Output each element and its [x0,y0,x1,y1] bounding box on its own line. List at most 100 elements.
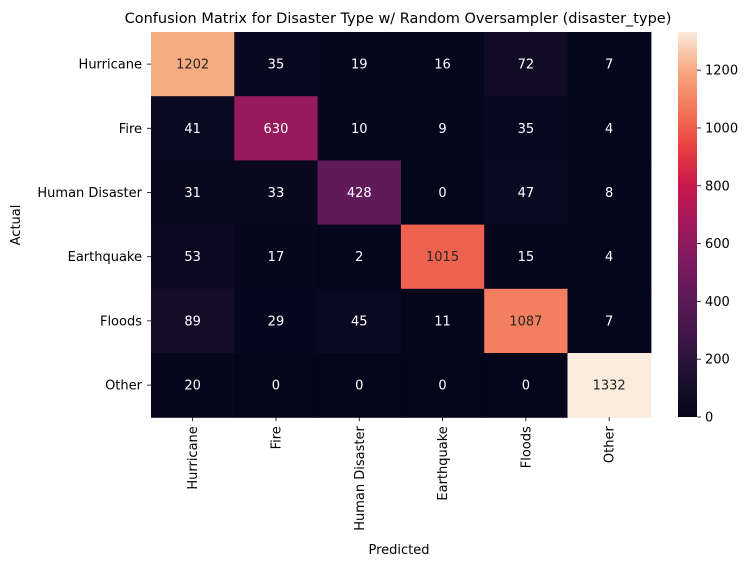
cell-value-label: 4 [605,250,613,265]
heatmap-cell [234,224,319,290]
colorbar-tick-label: 1000 [705,121,738,136]
y-tick-label: Other [105,379,143,394]
cell-value-label: 7 [605,58,613,73]
cell-value-label: 2 [355,250,363,265]
y-tick-label: Floods [100,314,142,329]
cell-value-label: 15 [518,250,535,265]
heatmap-cell [484,288,569,354]
cell-value-label: 1015 [426,250,459,265]
heatmap-cell [567,96,652,161]
heatmap-cell [400,160,485,226]
cell-value-label: 72 [518,58,535,73]
heatmap-cell [567,224,652,290]
cell-value-label: 53 [184,250,201,265]
cell-value-label: 10 [351,122,368,137]
cell-value-label: 0 [438,186,446,201]
y-tick-label: Human Disaster [37,186,142,201]
cell-value-label: 20 [184,379,201,394]
cell-value-label: 428 [347,186,372,201]
x-tick-label: Floods [519,426,534,468]
y-tick-label: Hurricane [79,58,142,73]
heatmap-cell [151,32,235,97]
cell-value-label: 29 [268,314,285,329]
cell-value-label: 8 [605,186,613,201]
cell-value-label: 4 [605,122,613,137]
cell-value-label: 33 [268,186,285,201]
heatmap-cell [234,353,319,418]
cell-value-label: 11 [434,314,451,329]
heatmap-cell [317,160,402,226]
colorbar-tick-label: 1200 [705,64,738,79]
heatmap-cell [317,96,402,161]
heatmap-cell [400,224,485,290]
y-axis-label: Actual [9,205,24,246]
heatmap-cell [234,160,319,226]
heatmap-cell [317,32,402,97]
heatmap-cell [317,224,402,290]
cell-value-label: 47 [518,186,535,201]
cell-value-label: 17 [268,250,285,265]
cell-value-label: 0 [355,379,363,394]
heatmap-cell [234,288,319,354]
heatmap-cell [484,224,569,290]
colorbar [678,32,697,417]
cell-value-label: 35 [268,58,285,73]
cell-value-label: 89 [184,314,201,329]
cell-value-label: 1087 [509,314,542,329]
cell-value-label: 0 [272,379,280,394]
cell-value-label: 630 [264,122,289,137]
cell-value-label: 35 [518,122,535,137]
heatmap-cell [400,96,485,161]
colorbar-tick-label: 800 [705,179,730,194]
heatmap-cell [484,96,569,161]
cell-value-label: 31 [184,186,201,201]
colorbar-tick-label: 400 [705,295,730,310]
cell-value-label: 9 [438,122,446,137]
heatmap-cell [234,96,319,161]
heatmap-cell [151,160,235,226]
heatmap-cell [400,353,485,418]
heatmap-cell [567,32,652,97]
cell-value-label: 0 [522,379,530,394]
x-tick-label: Human Disaster [353,426,368,531]
x-tick-label: Hurricane [186,426,201,489]
heatmap-cell [151,96,235,161]
heatmap-cell [317,353,402,418]
y-tick-label: Earthquake [68,250,142,265]
heatmap-cell [151,224,235,290]
cell-value-label: 1202 [176,58,209,73]
colorbar-tick-label: 200 [705,353,730,368]
heatmap-cell [234,32,319,97]
cell-value-label: 1332 [593,379,626,394]
colorbar-ticks: 0 200 400 600 800 1000 1200 [697,64,738,426]
cell-value-label: 0 [438,379,446,394]
heatmap-cell [567,160,652,226]
heatmap-cell [400,288,485,354]
heatmap-cell [567,288,652,354]
cell-value-label: 41 [184,122,201,137]
heatmap-cell [484,32,569,97]
heatmap-cell [151,288,235,354]
x-tick-label: Earthquake [436,426,451,500]
heatmap-cell [484,160,569,226]
x-tick-label: Fire [269,426,284,449]
colorbar-tick-label: 0 [705,411,713,426]
cell-value-label: 16 [434,58,451,73]
x-axis-ticks: Hurricane Fire Human Disaster Earthquake Flo… [186,417,618,531]
heatmap-cells [151,32,652,418]
heatmap-cell-labels: 1202 35 19 16 72 741 630 10 9 35 431 33 428 0 47 853 17 2… [176,58,626,394]
x-axis-label: Predicted [368,543,429,558]
heatmap-cell [151,353,235,418]
heatmap-cell [567,353,652,418]
y-axis-ticks: Hurricane Fire Human Disaster Earthquake Flo… [37,58,151,394]
cell-value-label: 7 [605,314,613,329]
y-tick-label: Fire [119,122,142,137]
colorbar-tick-label: 600 [705,237,730,252]
chart-title: Confusion Matrix for Disaster Type w/ Ra… [125,11,672,27]
cell-value-label: 45 [351,314,368,329]
heatmap-cell [400,32,485,97]
heatmap-cell [317,288,402,354]
heatmap-cell [484,353,569,418]
x-tick-label: Other [603,426,618,464]
